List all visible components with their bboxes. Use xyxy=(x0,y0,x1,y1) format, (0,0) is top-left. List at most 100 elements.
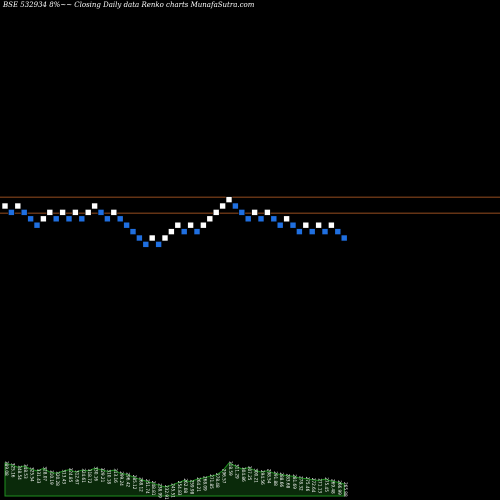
volume-label: 294.56 xyxy=(260,470,265,485)
volume-labels: 389.08 325.16 348.54 348.53 325.54 331.43 328.… xyxy=(4,461,348,500)
renko-brick-down xyxy=(20,209,28,216)
volume-label: 330.16 xyxy=(94,466,99,481)
renko-brick-up xyxy=(84,209,92,216)
renko-brick-down xyxy=(321,228,329,235)
volume-label: 299.24 xyxy=(119,471,124,486)
volume-label: 328.07 xyxy=(42,466,47,481)
volume-label: 296.42 xyxy=(126,472,131,487)
volume-label: 325.54 xyxy=(30,467,35,482)
renko-brick-down xyxy=(142,241,150,248)
renko-brick-up xyxy=(187,221,194,229)
volume-panel xyxy=(4,462,345,497)
volume-label: 288.66 xyxy=(279,472,284,487)
volume-label: 254.83 xyxy=(177,481,182,496)
renko-brick-down xyxy=(308,228,316,235)
volume-label: 269.48 xyxy=(330,479,335,494)
renko-brick-up xyxy=(219,202,226,210)
renko-brick-up xyxy=(328,221,335,229)
volume-label: 283.68 xyxy=(286,474,291,489)
renko-brick-up xyxy=(91,202,98,210)
volume-label: 259.98 xyxy=(190,480,195,495)
volume-label: 320.28 xyxy=(55,471,60,486)
renko-brick-down xyxy=(65,215,73,223)
renko-bricks xyxy=(1,196,348,248)
renko-brick-down xyxy=(27,215,34,223)
renko-brick-down xyxy=(33,221,41,229)
renko-brick-up xyxy=(264,209,271,216)
reference-lines xyxy=(0,196,500,214)
renko-brick-up xyxy=(1,202,9,210)
renko-brick-up xyxy=(174,221,182,229)
renko-brick-down xyxy=(116,215,124,223)
renko-brick-down xyxy=(244,215,252,223)
volume-label: 304.86 xyxy=(241,467,246,482)
volume-label: 245.51 xyxy=(170,483,175,498)
volume-label: 251.74 xyxy=(145,479,150,494)
renko-brick-down xyxy=(8,209,15,216)
volume-label: 389.08 xyxy=(4,461,9,476)
renko-brick-up xyxy=(302,221,310,229)
volume-label: 272.64 xyxy=(311,478,316,493)
volume-label: 313.16 xyxy=(113,468,118,483)
volume-label: 275.45 xyxy=(324,477,329,492)
volume-label: 285.12 xyxy=(132,475,137,490)
volume-label: 298.54 xyxy=(266,469,271,484)
renko-brick-up xyxy=(283,215,290,223)
volume-label: 281.69 xyxy=(292,474,297,489)
renko-brick-down xyxy=(123,221,130,229)
renko-brick-down xyxy=(270,215,278,223)
renko-brick-down xyxy=(289,221,297,229)
renko-brick-down xyxy=(238,209,246,216)
volume-label: 331.43 xyxy=(36,469,41,484)
volume-label: 324.85 xyxy=(68,468,73,483)
renko-brick-up xyxy=(168,228,175,235)
volume-label: 248.81 xyxy=(151,481,156,496)
volume-label: 324.61 xyxy=(81,468,86,483)
volume-label: 312.67 xyxy=(74,470,79,485)
renko-brick-down xyxy=(155,241,162,248)
volume-label: 311.29 xyxy=(234,464,239,479)
renko-brick-down xyxy=(340,234,348,242)
renko-brick-up xyxy=(225,196,233,203)
renko-brick-up xyxy=(206,215,214,223)
volume-label: 271.13 xyxy=(318,478,323,493)
renko-brick-up xyxy=(212,209,220,216)
volume-label: 278.32 xyxy=(298,476,303,491)
renko-brick-up xyxy=(315,221,322,229)
volume-label: 262.08 xyxy=(183,478,188,493)
volume-label: 348.54 xyxy=(17,465,22,480)
volume-label: 278.48 xyxy=(215,473,220,488)
renko-brick-up xyxy=(110,209,118,216)
renko-brick-up xyxy=(14,202,22,210)
renko-brick-down xyxy=(78,215,86,223)
renko-brick-up xyxy=(46,209,54,216)
volume-area xyxy=(4,462,345,497)
renko-brick-up xyxy=(72,209,79,216)
volume-label: 348.53 xyxy=(23,464,28,479)
renko-brick-up xyxy=(40,215,47,223)
renko-brick-up xyxy=(59,209,66,216)
renko-brick-up xyxy=(148,234,156,242)
renko-brick-down xyxy=(257,215,265,223)
volume-label: 265.88 xyxy=(343,482,348,497)
renko-brick-down xyxy=(296,228,303,235)
renko-brick-down xyxy=(334,228,342,235)
volume-label: 266.99 xyxy=(337,480,342,495)
renko-brick-down xyxy=(136,234,143,242)
renko-brick-down xyxy=(180,228,188,235)
volume-label: 318.72 xyxy=(87,469,92,484)
volume-label: 325.16 xyxy=(10,463,15,478)
volume-label: 232.91 xyxy=(164,485,169,500)
volume-label: 296.57 xyxy=(222,469,227,484)
volume-label: 271.85 xyxy=(209,474,214,489)
volume-label: 291.88 xyxy=(273,471,278,486)
renko-brick-down xyxy=(52,215,60,223)
renko-brick-down xyxy=(97,209,105,216)
renko-brick-up xyxy=(200,221,207,229)
volume-label: 329.21 xyxy=(100,468,105,483)
volume-label: 300.21 xyxy=(254,468,259,483)
volume-label: 313.43 xyxy=(62,469,67,484)
renko-brick-down xyxy=(232,202,239,210)
volume-label: 264.21 xyxy=(196,477,201,492)
